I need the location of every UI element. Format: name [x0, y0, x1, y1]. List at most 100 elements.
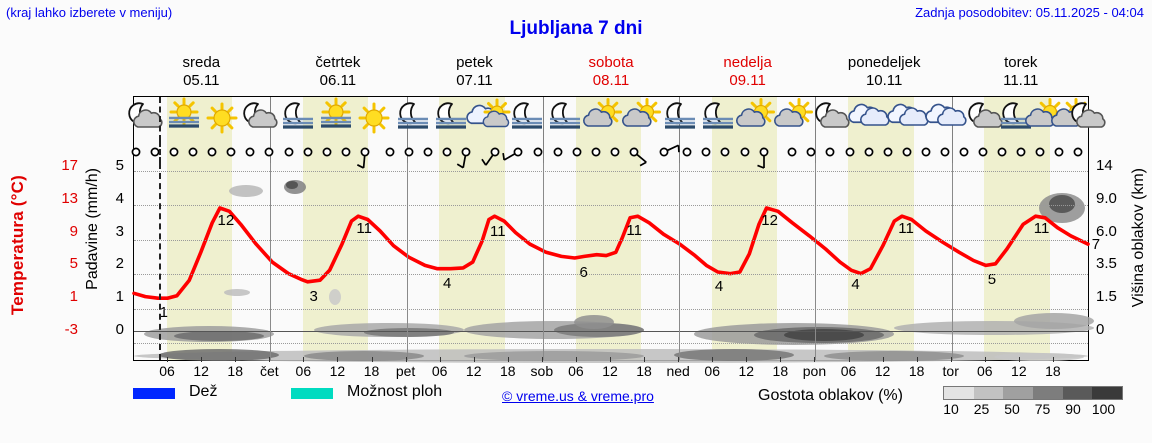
- time-tick-label: 06: [840, 363, 857, 379]
- temperature-label-max: 12: [217, 212, 235, 229]
- time-tick-mark: [269, 357, 271, 362]
- time-tick-mark: [916, 357, 918, 362]
- cloud-height-tick: 9.0: [1096, 189, 1117, 207]
- time-tick-label: sob: [530, 363, 554, 379]
- time-tick-mark: [848, 357, 850, 362]
- time-tick-label: 18: [1045, 363, 1061, 379]
- cloud-density-tick: 10: [943, 401, 959, 417]
- temperature-label-end: 7: [1091, 236, 1101, 254]
- weather-icon-moon-cloud: [966, 99, 1004, 139]
- temperature-curve-svg: [132, 206, 1090, 300]
- time-tick-mark: [644, 357, 646, 362]
- time-tick-mark: [473, 357, 475, 362]
- day-date: 08.11: [592, 72, 630, 89]
- wind-calm-icon: [989, 141, 1015, 163]
- time-tick-mark: [1052, 357, 1054, 362]
- gridline-vertical: [951, 163, 953, 360]
- time-tick-label: 12: [465, 363, 482, 379]
- time-tick-mark: [507, 357, 509, 362]
- temperature-label-min: 5: [987, 271, 997, 289]
- time-tick-label: čet: [259, 363, 279, 379]
- copyright-link[interactable]: © vreme.us & vreme.pro: [502, 388, 654, 404]
- time-tick-label: 18: [499, 363, 516, 379]
- wind-calm-icon: [837, 141, 863, 163]
- daylight-band: [406, 97, 440, 360]
- time-tick-label: 18: [908, 363, 925, 379]
- weather-icon-cloud-sun: [466, 98, 511, 139]
- wind-calm-icon: [564, 141, 590, 163]
- time-tick-label: pon: [802, 363, 827, 379]
- wind-calm-icon: [1065, 141, 1091, 163]
- weather-icon-sun-cloud: [736, 98, 775, 139]
- wind-calm-icon: [932, 141, 958, 163]
- wind-calm-icon: [970, 141, 996, 163]
- weather-icon-cloud: [925, 99, 967, 139]
- wind-barb-icon: [352, 141, 378, 169]
- gridline-vertical: [406, 163, 408, 360]
- rain-legend-swatch: [133, 388, 175, 399]
- day-column-2: [270, 97, 407, 360]
- time-tick-mark: [201, 357, 203, 362]
- time-tick-mark: [405, 357, 407, 362]
- wind-barb-icon: [651, 141, 681, 163]
- current-time-line: [158, 97, 161, 141]
- forecast-chart[interactable]: 1 12 3 11 4 11 6 11 4 12 4 11 5 11 7: [128, 96, 1106, 363]
- temperature-label-min: 1: [159, 304, 169, 322]
- time-tick-label: ned: [666, 363, 690, 379]
- day-name: ponedeljek: [847, 54, 921, 72]
- wind-barb-icon: [453, 141, 479, 169]
- cloud-density-swatch: [1033, 387, 1063, 399]
- gridline-horizontal: [134, 170, 1088, 172]
- wind-calm-icon: [545, 141, 571, 163]
- weather-icon-row: [128, 97, 1106, 141]
- time-tick-mark: [678, 357, 680, 362]
- daylight-band: [134, 97, 167, 360]
- wind-calm-icon: [161, 141, 187, 163]
- wind-calm-icon: [314, 141, 340, 163]
- time-tick-mark: [984, 357, 986, 362]
- wind-calm-icon: [674, 141, 700, 163]
- wind-calm-icon: [1008, 141, 1034, 163]
- temperature-label-min: 4: [714, 277, 724, 295]
- time-tick-label: 12: [602, 363, 618, 379]
- wind-calm-icon: [1027, 141, 1053, 163]
- wind-calm-icon: [525, 141, 551, 163]
- weather-icon-moon-cloud: [1069, 99, 1107, 139]
- time-tick-label: 18: [772, 363, 789, 379]
- daylight-band: [711, 97, 778, 360]
- wind-calm-icon: [396, 141, 422, 163]
- plot-area: 1 12 3 11 4 11 6 11 4 12 4 11 5 11 7: [132, 163, 1100, 363]
- weather-icon-moon-fog: [279, 99, 317, 139]
- wind-calm-icon: [712, 141, 738, 163]
- time-tick-mark: [235, 357, 237, 362]
- last-update-label: Zadnja posodobitev: 05.11.2025 - 04:04: [915, 5, 1144, 20]
- day-date: 06.11: [319, 72, 357, 89]
- day-header-2: četrtek 06.11: [270, 50, 407, 94]
- weather-icon-moon-fog: [997, 99, 1035, 139]
- gridline-horizontal: [134, 308, 1088, 310]
- weather-icon-sun-fog: [317, 97, 355, 139]
- time-tick-label: 06: [976, 363, 993, 379]
- cloud-height-tick: 6.0: [1096, 222, 1117, 240]
- cloud-density-tick: 90: [1065, 401, 1081, 417]
- time-tick-label: 06: [295, 363, 312, 379]
- time-tick-label: 12: [193, 363, 209, 379]
- wind-calm-icon: [434, 141, 460, 163]
- time-tick-label: 06: [704, 363, 720, 379]
- time-tick-mark: [1018, 357, 1020, 362]
- wind-calm-icon: [894, 141, 920, 163]
- day-name: petek: [456, 54, 493, 72]
- cloud-height-tick: 14: [1096, 157, 1113, 174]
- precipitation-tick: 4: [115, 189, 124, 207]
- daylight-band: [679, 97, 712, 360]
- current-time-line: [158, 141, 161, 163]
- showers-legend-label: Možnost ploh: [347, 383, 443, 400]
- temperature-axis-title: Temperatura (°C): [8, 175, 27, 316]
- weather-icon-sun-cloud: [774, 98, 814, 139]
- temperature-label-max: 12: [761, 212, 778, 229]
- weather-icon-sun-fog: [165, 97, 203, 139]
- time-tick-mark: [371, 357, 373, 362]
- wind-calm-icon: [295, 141, 321, 163]
- temperature-tick: 5: [69, 255, 78, 273]
- weather-icon-moon-fog: [508, 99, 546, 139]
